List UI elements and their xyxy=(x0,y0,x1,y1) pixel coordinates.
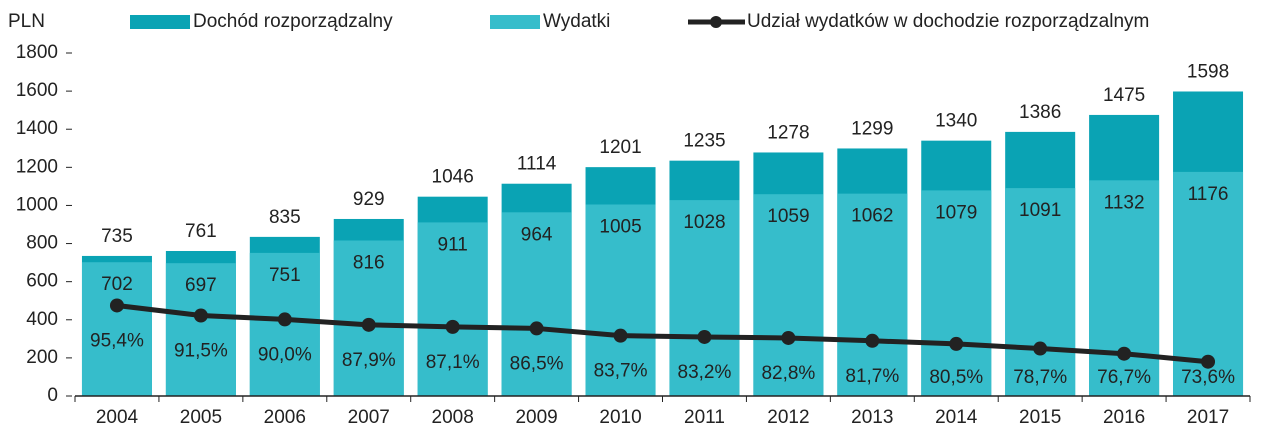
data-label: 1079 xyxy=(935,202,977,223)
line-marker xyxy=(697,329,712,344)
data-label: 81,7% xyxy=(845,366,899,387)
data-label: 1132 xyxy=(1104,192,1145,213)
y-axis-label: PLN xyxy=(8,11,45,32)
legend-marker xyxy=(710,16,722,28)
data-label: 1475 xyxy=(1103,85,1145,106)
data-label: 82,8% xyxy=(761,363,815,384)
line-marker xyxy=(865,333,880,348)
data-label: 1005 xyxy=(599,217,641,238)
data-label: 964 xyxy=(521,224,553,245)
data-label: 816 xyxy=(353,253,385,274)
data-label: 702 xyxy=(101,274,133,295)
bar xyxy=(753,194,824,396)
x-tick-label: 2007 xyxy=(348,407,390,428)
x-tick-label: 2009 xyxy=(515,407,557,428)
data-label: 911 xyxy=(438,234,468,255)
legend-label: Dochód rozporządzalny xyxy=(193,11,393,32)
x-tick-label: 2014 xyxy=(935,407,978,428)
data-label: 1598 xyxy=(1187,62,1229,83)
data-label: 91,5% xyxy=(174,341,228,362)
y-tick-label: 200 xyxy=(26,347,58,368)
x-tick-label: 2016 xyxy=(1103,407,1145,428)
bar xyxy=(81,262,152,396)
legend-label: Wydatki xyxy=(543,11,610,32)
line xyxy=(116,302,1209,365)
line-marker xyxy=(949,336,964,351)
y-tick-label: 0 xyxy=(47,385,58,406)
x-tick-label: 2012 xyxy=(767,407,809,428)
data-label: 86,5% xyxy=(510,353,564,374)
line-marker xyxy=(277,312,292,327)
line-marker xyxy=(109,298,124,313)
data-label: 735 xyxy=(101,226,133,247)
x-tick-label: 2015 xyxy=(1019,407,1061,428)
data-label: 83,2% xyxy=(678,362,732,383)
bar xyxy=(837,193,908,396)
data-label: 1062 xyxy=(851,206,893,227)
data-label: 1299 xyxy=(851,118,893,139)
data-label: 87,9% xyxy=(342,350,396,371)
x-tick-label: 2004 xyxy=(96,407,139,428)
legend-swatch xyxy=(490,15,540,29)
y-tick-label: 1200 xyxy=(16,156,58,177)
y-tick-label: 1600 xyxy=(16,80,58,101)
data-label: 1340 xyxy=(935,111,977,132)
bar xyxy=(1005,188,1076,396)
data-label: 1176 xyxy=(1188,184,1229,205)
data-label: 1235 xyxy=(683,131,725,152)
data-label: 751 xyxy=(269,265,301,286)
data-label: 78,7% xyxy=(1013,367,1067,388)
y-tick-label: 1000 xyxy=(16,194,58,215)
x-tick-label: 2008 xyxy=(432,407,474,428)
line-marker xyxy=(529,321,544,336)
data-label: 1278 xyxy=(767,122,809,143)
data-label: 761 xyxy=(185,221,217,242)
data-label: 87,1% xyxy=(426,352,480,373)
y-tick-label: 800 xyxy=(26,233,58,254)
bar xyxy=(417,222,488,396)
line-marker xyxy=(781,330,796,345)
data-label: 73,6% xyxy=(1181,367,1235,388)
bar xyxy=(165,263,236,396)
data-label: 697 xyxy=(185,275,217,296)
line-marker xyxy=(1201,354,1216,369)
bar xyxy=(921,190,992,396)
data-label: 90,0% xyxy=(258,344,312,365)
y-tick-label: 400 xyxy=(26,309,58,330)
legend-swatch xyxy=(130,15,190,29)
x-tick-label: 2005 xyxy=(180,407,222,428)
data-label: 1059 xyxy=(767,206,809,227)
data-label: 835 xyxy=(269,207,301,228)
data-label: 1114 xyxy=(517,154,557,175)
data-label: 1028 xyxy=(683,212,725,233)
data-label: 1201 xyxy=(599,137,641,158)
line-marker xyxy=(193,308,208,323)
line-marker xyxy=(613,328,628,343)
data-label: 1386 xyxy=(1019,102,1061,123)
line-marker xyxy=(1033,341,1048,356)
line-marker xyxy=(1117,346,1132,361)
line-marker xyxy=(445,319,460,334)
data-label: 83,7% xyxy=(594,361,648,382)
y-tick-label: 1400 xyxy=(16,118,58,139)
bar xyxy=(501,212,572,396)
data-label: 1091 xyxy=(1019,200,1061,221)
bar xyxy=(669,200,740,396)
line-marker xyxy=(361,317,376,332)
data-label: 80,5% xyxy=(929,367,983,388)
data-label: 76,7% xyxy=(1097,367,1151,388)
legend-label: Udział wydatków w dochodzie rozporządzal… xyxy=(747,11,1149,32)
y-tick-label: 1800 xyxy=(16,42,58,63)
x-tick-label: 2013 xyxy=(851,407,893,428)
x-tick-label: 2006 xyxy=(264,407,306,428)
y-tick-label: 600 xyxy=(26,271,58,292)
data-label: 929 xyxy=(353,189,385,210)
data-label: 95,4% xyxy=(90,330,144,351)
data-label: 1046 xyxy=(432,167,474,188)
bar xyxy=(585,204,656,396)
x-tick-label: 2011 xyxy=(684,407,725,428)
x-tick-label: 2010 xyxy=(599,407,641,428)
x-tick-label: 2017 xyxy=(1187,407,1229,428)
